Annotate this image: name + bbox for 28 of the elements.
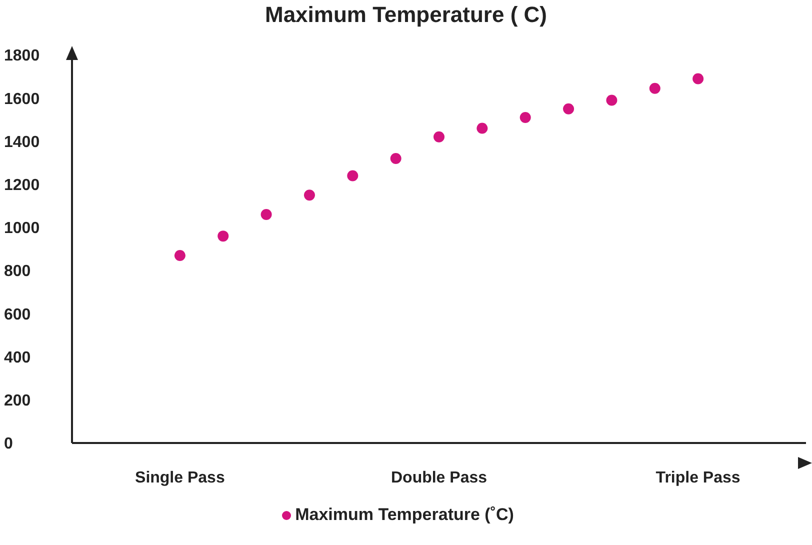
point — [218, 230, 229, 242]
point — [606, 94, 618, 106]
y-tick-label: 1600 — [4, 90, 40, 108]
y-tick-label: 1400 — [4, 134, 40, 151]
point — [692, 73, 704, 84]
point — [563, 103, 574, 114]
point — [520, 112, 531, 124]
chart-title: Maximum Temperature ( C) — [264, 2, 548, 28]
y-tick-label: 600 — [4, 306, 31, 324]
y-tick-label: 1800 — [4, 48, 40, 65]
point — [347, 170, 358, 182]
point — [260, 209, 272, 220]
y-tick-label: 1000 — [4, 220, 40, 238]
x-tick-label: Single Pass — [135, 469, 225, 486]
point — [390, 152, 402, 164]
legend-label: Maximum Temperature (˚C) — [295, 505, 514, 524]
point — [434, 131, 444, 142]
y-tick-label: 800 — [4, 263, 31, 280]
x-tick-label: Double Pass — [390, 469, 488, 486]
y-tick-label: 1200 — [4, 177, 40, 194]
point — [174, 250, 186, 261]
y-tick-label: 0 — [4, 436, 13, 453]
y-tick-label: 400 — [4, 349, 31, 366]
y-tick-label: 200 — [4, 392, 31, 410]
point — [649, 82, 660, 94]
point — [304, 190, 315, 201]
point — [476, 122, 488, 134]
x-tick-label: Triple Pass — [656, 469, 740, 486]
